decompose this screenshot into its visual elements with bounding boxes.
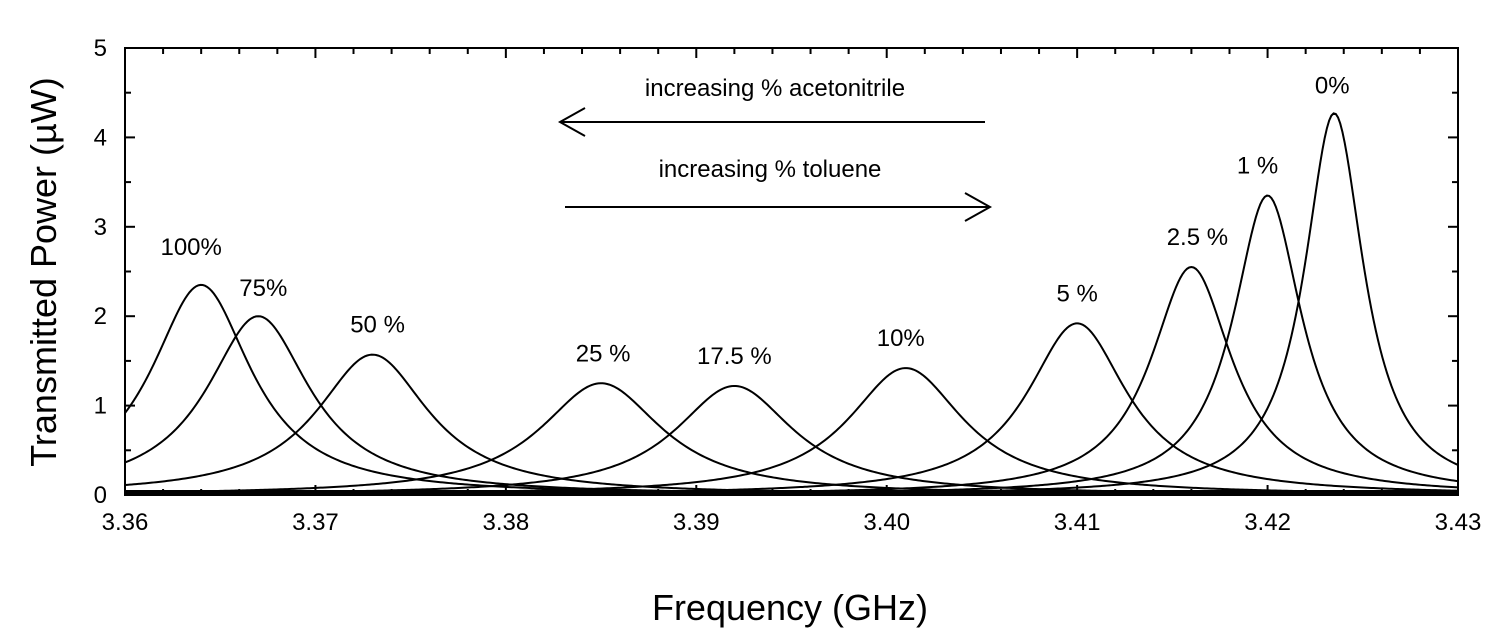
curve-1- xyxy=(125,194,1458,495)
peak-label: 0% xyxy=(1315,72,1350,99)
peak-label: 10% xyxy=(877,325,925,352)
x-tick-label: 3.39 xyxy=(673,509,720,536)
x-tick-label: 3.40 xyxy=(863,509,910,536)
curves xyxy=(125,112,1458,495)
y-tick-label: 2 xyxy=(94,303,107,330)
peak-label: 1 % xyxy=(1237,153,1278,180)
curve-100- xyxy=(125,283,1458,495)
peak-label: 25 % xyxy=(576,340,631,367)
annotation-acetonitrile: increasing % acetonitrile xyxy=(645,75,905,102)
y-tick-label: 5 xyxy=(94,35,107,62)
x-tick-label: 3.38 xyxy=(482,509,529,536)
annotation-toluene: increasing % toluene xyxy=(659,156,882,183)
x-tick-label: 3.41 xyxy=(1054,509,1101,536)
peak-label: 5 % xyxy=(1056,280,1097,307)
y-tick-label: 1 xyxy=(94,393,107,420)
curve-75- xyxy=(125,315,1458,495)
y-axis-label: Transmitted Power (µW) xyxy=(23,77,64,466)
peak-labels: 100% 75% 50 % 25 % 17.5 % 10% 5 % 2.5 % 1 % 0% xyxy=(160,72,1349,370)
peak-label: 75% xyxy=(239,275,287,302)
tick-labels: 3.36 3.37 3.38 3.39 3.40 3.41 3.42 3.43 0 1 2 3 4 5 xyxy=(94,35,1482,536)
curve-5- xyxy=(125,322,1458,495)
y-tick-label: 0 xyxy=(94,482,107,509)
annotations: increasing % acetonitrile increasing % t… xyxy=(557,75,993,222)
x-tick-label: 3.42 xyxy=(1244,509,1291,536)
y-tick-label: 3 xyxy=(94,214,107,241)
x-tick-label: 3.43 xyxy=(1435,509,1482,536)
peak-label: 50 % xyxy=(350,312,405,339)
x-tick-label: 3.37 xyxy=(292,509,339,536)
arrow-right xyxy=(565,192,993,222)
arrow-left xyxy=(557,107,985,137)
peak-label: 17.5 % xyxy=(697,343,772,370)
curve-10- xyxy=(125,367,1458,495)
y-tick-label: 4 xyxy=(94,124,107,151)
x-axis-label: Frequency (GHz) xyxy=(652,587,928,628)
x-tick-label: 3.36 xyxy=(102,509,149,536)
peak-label: 100% xyxy=(160,234,221,261)
peak-label: 2.5 % xyxy=(1167,224,1228,251)
